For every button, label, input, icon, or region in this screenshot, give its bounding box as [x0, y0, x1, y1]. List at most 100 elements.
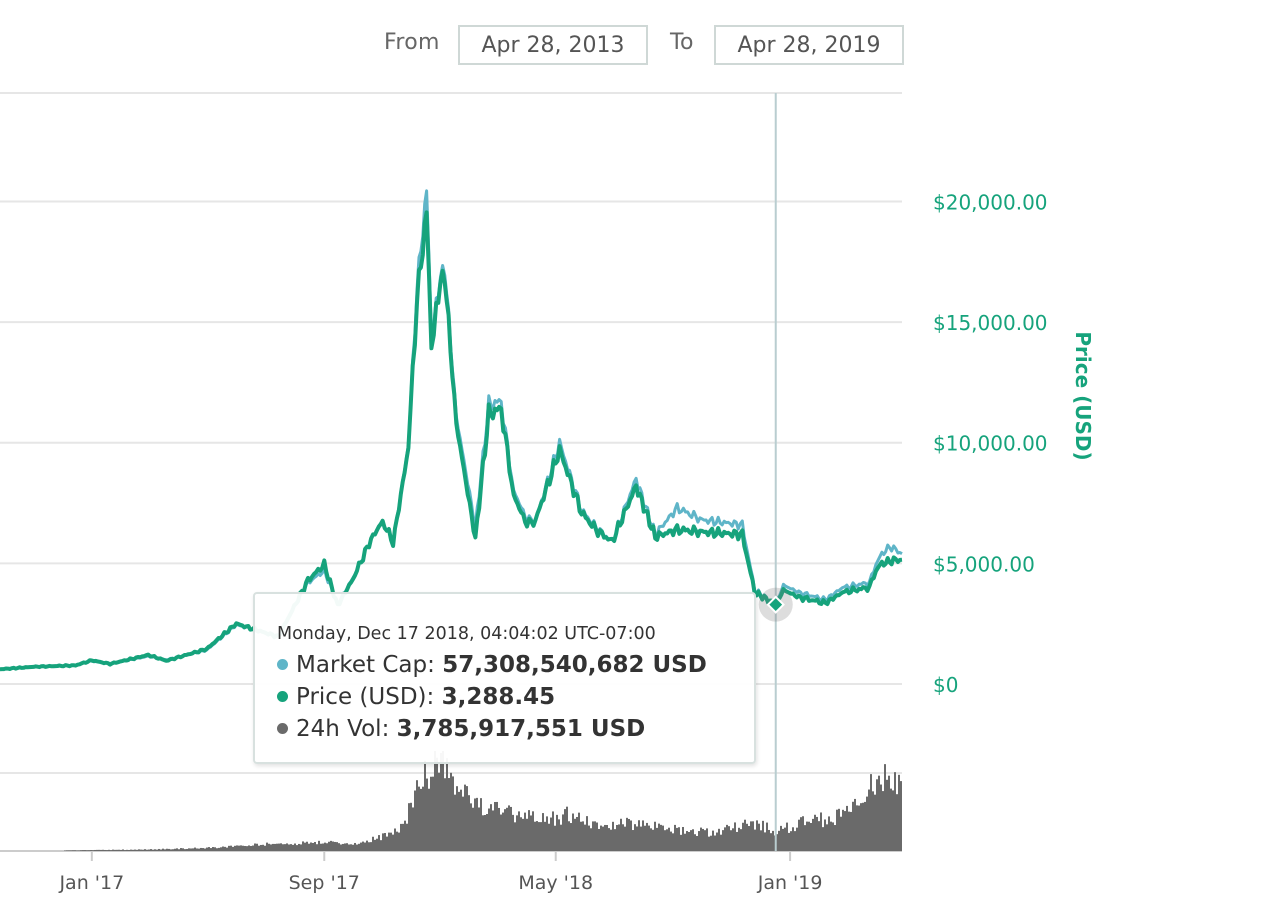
- volume-bar: [338, 843, 340, 851]
- volume-bar: [732, 828, 734, 851]
- volume-bar: [454, 794, 456, 851]
- volume-bar: [450, 772, 452, 851]
- volume-bar: [796, 827, 798, 851]
- volume-bar: [74, 850, 76, 851]
- volume-bar: [878, 775, 880, 851]
- volume-bar: [856, 805, 858, 851]
- volume-bar: [224, 846, 226, 851]
- volume-bar: [110, 850, 112, 851]
- volume-bar: [514, 822, 516, 851]
- volume-bar: [534, 821, 536, 851]
- volume-bar: [314, 842, 316, 851]
- volume-bar: [226, 847, 228, 851]
- volume-bar: [426, 778, 428, 851]
- volume-bar: [574, 818, 576, 851]
- volume-bar: [594, 821, 596, 851]
- x-tick-label: Sep '17: [289, 872, 360, 894]
- volume-bar: [334, 841, 336, 851]
- volume-bar: [356, 844, 358, 851]
- volume-bar: [870, 774, 872, 851]
- tooltip-row-volume: 24h Vol: 3,785,917,551 USD: [277, 716, 645, 742]
- volume-bar: [262, 844, 264, 851]
- chart-tooltip: Monday, Dec 17 2018, 04:04:02 UTC-07:00 …: [253, 592, 756, 764]
- volume-bar: [374, 839, 376, 851]
- volume-bar: [504, 809, 506, 851]
- volume-bar: [832, 822, 834, 851]
- tooltip-value: 3,288.45: [441, 684, 556, 710]
- volume-bar: [758, 823, 760, 851]
- volume-bar: [176, 848, 178, 851]
- volume-bar: [158, 848, 160, 851]
- volume-bar: [430, 776, 432, 851]
- volume-bar: [164, 849, 166, 851]
- volume-bar: [580, 821, 582, 851]
- volume-bar: [264, 845, 266, 851]
- volume-bar: [598, 828, 600, 851]
- volume-bar: [704, 830, 706, 851]
- volume-bar: [754, 829, 756, 851]
- volume-bar: [642, 820, 644, 851]
- volume-bar: [456, 786, 458, 851]
- volume-bar: [556, 814, 558, 851]
- volume-bar: [738, 827, 740, 851]
- volume-bar: [122, 849, 124, 851]
- volume-bar: [486, 814, 488, 851]
- volume-bar: [354, 842, 356, 851]
- y-tick-label: $10,000.00: [933, 432, 1048, 456]
- volume-bar: [448, 778, 450, 851]
- volume-bar: [234, 845, 236, 851]
- volume-bar: [818, 821, 820, 851]
- volume-bar: [282, 844, 284, 851]
- volume-bar: [634, 824, 636, 851]
- volume-bar: [270, 844, 272, 851]
- volume-bar: [408, 803, 410, 851]
- volume-bar: [248, 845, 250, 851]
- volume-bar: [130, 849, 132, 851]
- volume-bar: [710, 835, 712, 851]
- volume-bar: [96, 849, 98, 851]
- volume-bar: [240, 845, 242, 851]
- volume-bar: [640, 826, 642, 851]
- volume-bar: [620, 818, 622, 851]
- volume-bar: [238, 845, 240, 851]
- volume-bar: [894, 772, 896, 851]
- volume-bar: [432, 776, 434, 851]
- volume-bar: [522, 818, 524, 851]
- volume-bar: [568, 821, 570, 851]
- volume-bar: [118, 849, 120, 851]
- to-label: To: [670, 30, 694, 55]
- from-date-input[interactable]: Apr 28, 2013: [458, 25, 648, 65]
- volume-bar: [470, 803, 472, 851]
- y-tick-label: $15,000.00: [933, 311, 1048, 335]
- volume-bar: [782, 828, 784, 851]
- volume-bar: [124, 850, 126, 851]
- volume-bar: [764, 832, 766, 851]
- volume-bar: [82, 850, 84, 851]
- volume-bar: [336, 842, 338, 851]
- volume-bar: [868, 789, 870, 851]
- tooltip-label: Market Cap:: [296, 652, 435, 678]
- volume-bar: [166, 848, 168, 851]
- volume-bar: [752, 821, 754, 851]
- volume-bar: [808, 821, 810, 851]
- volume-bar: [418, 786, 420, 851]
- volume-bar: [836, 809, 838, 851]
- volume-bar: [550, 817, 552, 851]
- volume-bar: [182, 848, 184, 851]
- volume-bar: [706, 828, 708, 851]
- to-date-input[interactable]: Apr 28, 2019: [714, 25, 904, 65]
- volume-bar: [496, 801, 498, 851]
- volume-bar: [406, 823, 408, 851]
- volume-bar: [482, 815, 484, 851]
- volume-bar: [748, 826, 750, 851]
- volume-bar: [502, 812, 504, 851]
- volume-bar: [896, 794, 898, 851]
- volume-bar: [584, 824, 586, 851]
- volume-bar: [156, 849, 158, 851]
- volume-bar: [378, 835, 380, 851]
- volume-bar: [542, 813, 544, 851]
- volume-bar: [674, 824, 676, 851]
- volume-bar: [624, 826, 626, 851]
- volume-bar: [304, 842, 306, 851]
